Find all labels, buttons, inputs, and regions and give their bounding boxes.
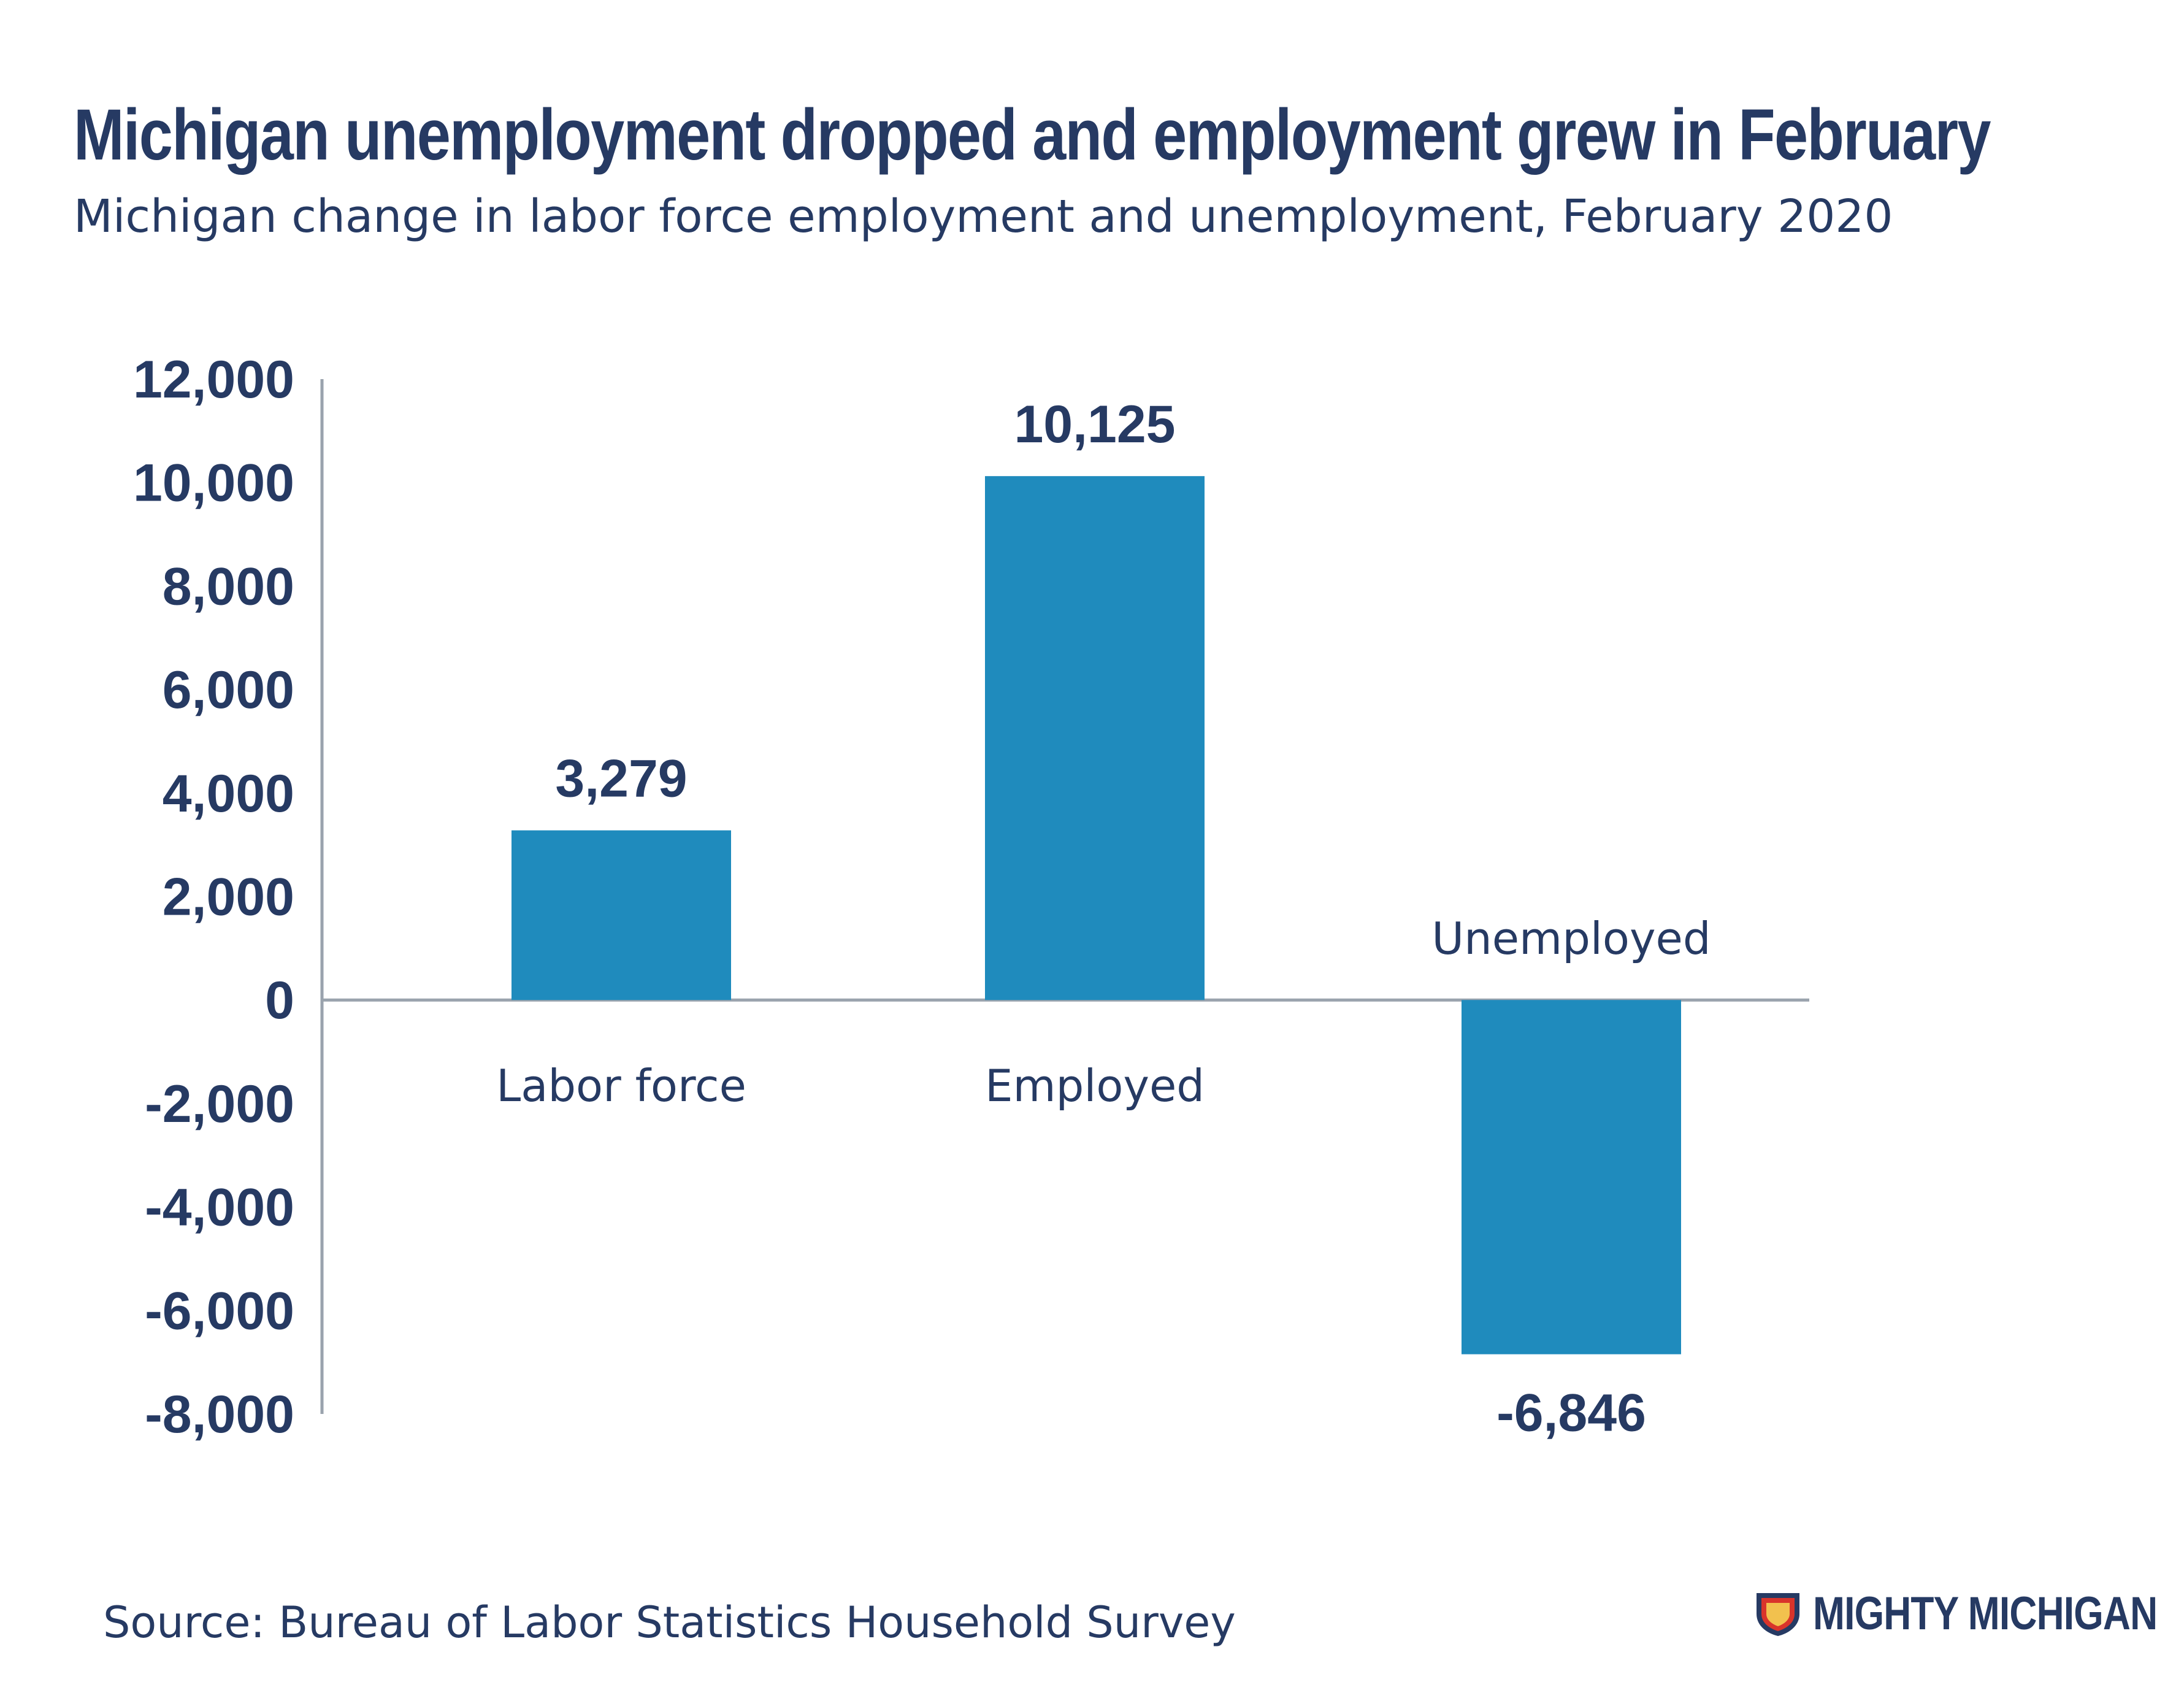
bar-unemployed: [1462, 1000, 1681, 1354]
y-tick-label: -6,000: [145, 1281, 294, 1340]
y-tick-label: 2,000: [163, 868, 294, 927]
chart-labels: 3,279 Labor force 10,125 Employed -6,846 Unem…: [496, 395, 1711, 1443]
chart-title: Michigan unemployment dropped and employ…: [74, 94, 1991, 175]
y-tick-label: 6,000: [163, 661, 294, 720]
category-label: Labor force: [496, 1060, 746, 1112]
y-tick-label: 12,000: [133, 350, 294, 409]
source-note: Source: Bureau of Labor Statistics House…: [103, 1597, 1236, 1648]
category-label: Unemployed: [1431, 913, 1711, 964]
chart-subtitle: Michigan change in labor force employmen…: [74, 190, 1893, 243]
category-label: Employed: [985, 1060, 1205, 1112]
value-label: -6,846: [1496, 1384, 1646, 1443]
y-tick-label: 4,000: [163, 764, 294, 823]
y-tick-label: 0: [265, 971, 294, 1030]
shield-icon: [1757, 1593, 1799, 1636]
y-axis-ticks: 12,000 10,000 8,000 6,000 4,000 2,000 0 -2,000 -…: [133, 350, 294, 1444]
y-tick-label: -2,000: [145, 1075, 294, 1134]
value-label: 10,125: [1014, 395, 1175, 454]
bar-labor-force: [512, 830, 731, 1001]
y-tick-label: 8,000: [163, 557, 294, 616]
y-tick-label: -8,000: [145, 1385, 294, 1444]
y-tick-label: 10,000: [133, 454, 294, 513]
brand-name: MIGHTY MICHIGAN: [1813, 1587, 2158, 1640]
value-label: 3,279: [555, 750, 687, 809]
brand-logo: MIGHTY MICHIGAN: [1754, 1580, 2184, 1647]
y-tick-label: -4,000: [145, 1178, 294, 1237]
bar-employed: [985, 476, 1205, 1001]
chart-bars: [512, 476, 1681, 1354]
